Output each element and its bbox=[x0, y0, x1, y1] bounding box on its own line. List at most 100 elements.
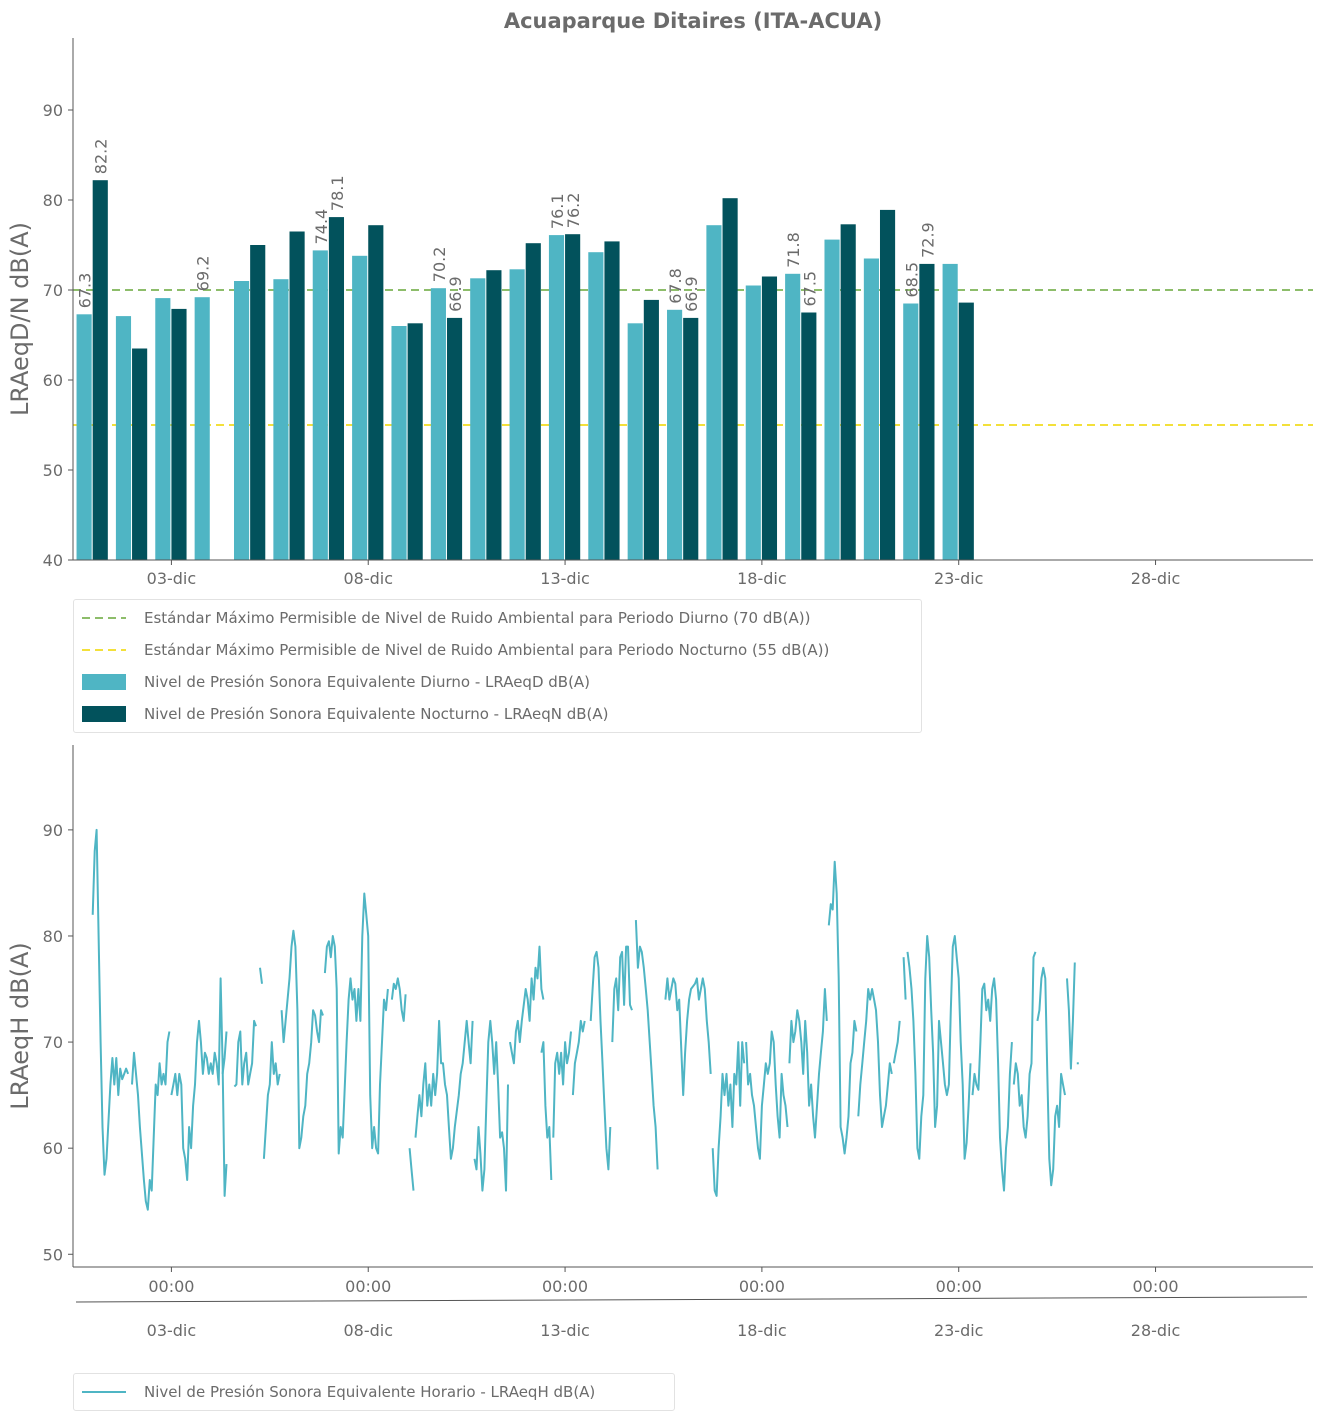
series-line-segment bbox=[906, 935, 972, 1160]
data-label: 78.1 bbox=[328, 175, 347, 211]
series-line-segment bbox=[745, 1030, 789, 1160]
y-tick-label: 80 bbox=[43, 927, 63, 946]
series-lines bbox=[91, 828, 1079, 1211]
bar-nocturno-21 bbox=[879, 209, 896, 560]
y-tick-label: 60 bbox=[43, 371, 63, 390]
x-tick-label-date: 23-dic bbox=[934, 1321, 984, 1340]
legend-swatch bbox=[82, 674, 126, 690]
bar-diurno-9 bbox=[391, 326, 407, 560]
bar-diurno-13 bbox=[548, 235, 565, 560]
bar-diurno-17 bbox=[706, 225, 722, 560]
legend-swatch-bar bbox=[82, 674, 126, 690]
bar-diurno-5 bbox=[234, 281, 250, 560]
series-line-segment bbox=[788, 988, 828, 1139]
x-tick-label-date: 03-dic bbox=[147, 1321, 197, 1340]
y-tick-label: 40 bbox=[43, 551, 63, 570]
series-line-segment bbox=[571, 1019, 586, 1096]
data-label: 70.2 bbox=[430, 247, 449, 283]
bar-diurno-14 bbox=[588, 252, 604, 560]
data-label: 67.8 bbox=[666, 268, 685, 304]
y-tick-label: 90 bbox=[43, 101, 63, 120]
data-label: 72.9 bbox=[918, 222, 937, 258]
legend-label: Nivel de Presión Sonora Equivalente Noct… bbox=[144, 705, 609, 723]
date-axis-line bbox=[75, 1296, 1308, 1303]
bar-nocturno-15 bbox=[643, 299, 659, 560]
y-tick-label: 50 bbox=[43, 1245, 63, 1264]
y-tick-label: 70 bbox=[43, 281, 63, 300]
x-tick-label-time: 00:00 bbox=[1132, 1277, 1178, 1296]
legend-bottom: Nivel de Presión Sonora Equivalente Hora… bbox=[73, 1373, 675, 1411]
x-tick-label: 03-dic bbox=[147, 569, 197, 588]
bar-nocturno-5 bbox=[250, 245, 266, 560]
legend-swatch bbox=[82, 649, 126, 651]
series-line-segment bbox=[259, 967, 263, 984]
legend-label: Nivel de Presión Sonora Equivalente Diur… bbox=[144, 673, 591, 691]
series-line-segment bbox=[711, 1041, 746, 1197]
bar-diurno-1 bbox=[76, 314, 92, 560]
x-tick-label-date: 28-dic bbox=[1131, 1321, 1181, 1340]
axes: 50 60 70 80 90 00:00 00:00 00:00 00:00 00:00 00:00… bbox=[43, 745, 1313, 1340]
bar-nocturno-17 bbox=[722, 198, 738, 560]
data-label: 66.9 bbox=[682, 276, 701, 312]
hourly-line-chart: 50 60 70 80 90 00:00 00:00 00:00 00:00 00:00 00:00… bbox=[6, 745, 1313, 1340]
axes: 40 50 60 70 80 90 03-dic 08-dic 13-dic 18-dic 23-d… bbox=[43, 38, 1313, 588]
bar-diurno-7 bbox=[312, 250, 328, 560]
x-tick-label: 28-dic bbox=[1131, 569, 1181, 588]
x-tick-label: 18-dic bbox=[737, 569, 787, 588]
x-tick-label-date: 13-dic bbox=[540, 1321, 590, 1340]
bar-nocturno-6 bbox=[289, 231, 305, 560]
x-tick-label-time: 00:00 bbox=[148, 1277, 194, 1296]
bar-nocturno-18 bbox=[761, 276, 778, 560]
x-tick-label: 23-dic bbox=[934, 569, 984, 588]
bar-diurno-2 bbox=[115, 316, 132, 560]
bar-diurno-15 bbox=[627, 323, 643, 560]
bar-diurno-10 bbox=[430, 288, 446, 560]
bar-diurno-22 bbox=[903, 303, 919, 560]
bar-nocturno-1 bbox=[92, 180, 108, 560]
bar-nocturno-13 bbox=[565, 234, 581, 560]
bar-nocturno-9 bbox=[407, 323, 423, 560]
bar-diurno-21 bbox=[863, 258, 879, 560]
bar-nocturno-14 bbox=[604, 241, 620, 560]
x-tick-label-date: 08-dic bbox=[343, 1321, 393, 1340]
x-tick-label-time: 00:00 bbox=[936, 1277, 982, 1296]
data-label: 69.2 bbox=[194, 256, 213, 292]
series-line-segment bbox=[262, 1041, 281, 1159]
series-line-segment bbox=[233, 1019, 257, 1088]
series-line-segment bbox=[634, 920, 659, 1170]
data-label: 74.4 bbox=[312, 209, 331, 245]
legend-swatch-bar bbox=[82, 706, 126, 722]
legend-item: Nivel de Presión Sonora Equivalente Diur… bbox=[74, 668, 921, 696]
data-label: 71.8 bbox=[784, 232, 803, 268]
bar-diurno-6 bbox=[273, 279, 289, 560]
bar-nocturno-7 bbox=[328, 217, 345, 560]
reference-lines bbox=[73, 289, 1313, 426]
series-line-segment bbox=[91, 828, 130, 1176]
bar-nocturno-20 bbox=[840, 224, 856, 561]
bar-diurno-16 bbox=[667, 309, 683, 560]
bar-nocturno-10 bbox=[446, 317, 463, 560]
data-label: 76.2 bbox=[564, 193, 583, 229]
series-line-segment bbox=[902, 957, 907, 1000]
chart-title: Acuaparque Ditaires (ITA-ACUA) bbox=[504, 9, 882, 33]
data-label: 67.5 bbox=[800, 271, 819, 307]
data-label: 82.2 bbox=[92, 139, 111, 175]
bar-diurno-19 bbox=[785, 273, 801, 560]
bar-nocturno-22 bbox=[919, 263, 935, 560]
legend-swatch bbox=[82, 617, 126, 619]
series-line-segment bbox=[664, 977, 712, 1097]
series-line-segment bbox=[473, 1019, 509, 1192]
legend-item: Nivel de Presión Sonora Equivalente Hora… bbox=[74, 1378, 674, 1406]
bar-diurno-4 bbox=[194, 297, 210, 560]
y-axis-label: LRAeqH dB(A) bbox=[6, 942, 34, 1110]
legend-label: Estándar Máximo Permisible de Nivel de R… bbox=[144, 641, 830, 659]
y-axis-label: LRAeqD/N dB(A) bbox=[6, 222, 34, 416]
bar-diurno-18 bbox=[745, 285, 761, 560]
series-line-segment bbox=[1066, 962, 1076, 1070]
daily-bar-chart: 67.382.269.274.478.170.266.976.176.267.8… bbox=[6, 38, 1313, 588]
y-tick-label: 90 bbox=[43, 821, 63, 840]
bar-nocturno-16 bbox=[683, 317, 699, 560]
legend-swatch bbox=[82, 706, 126, 722]
y-tick-label: 50 bbox=[43, 461, 63, 480]
